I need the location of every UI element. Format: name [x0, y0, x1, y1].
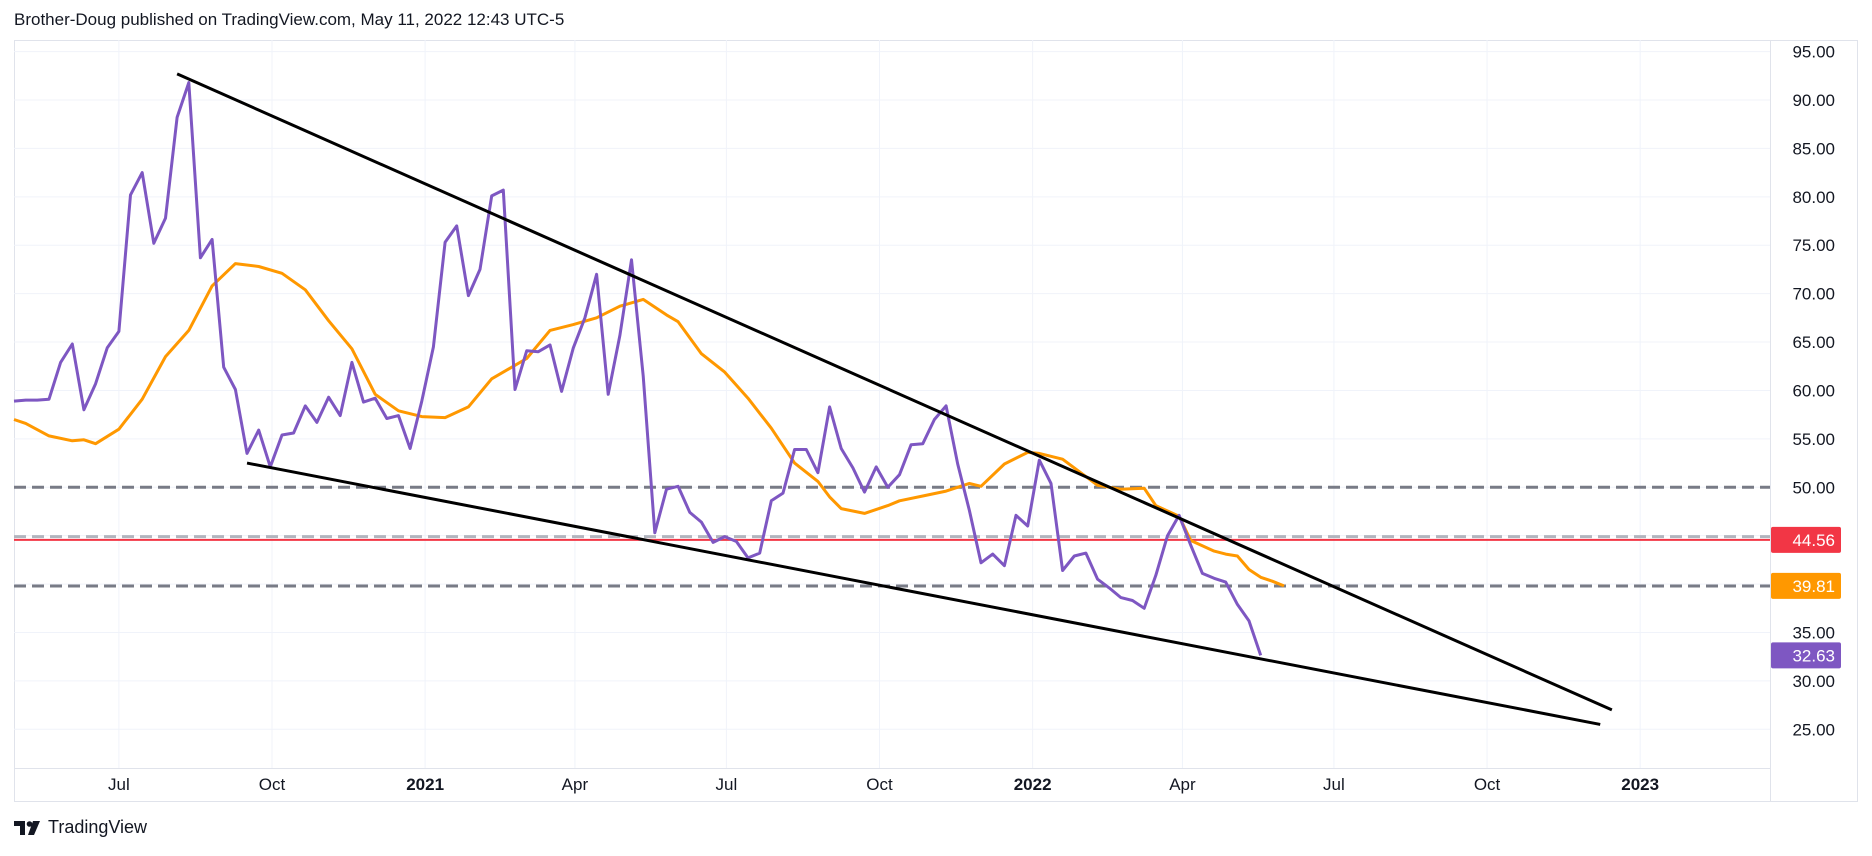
price-label-text: 39.81 — [1792, 577, 1835, 596]
lower-trendline[interactable] — [246, 461, 1601, 726]
y-tick-label: 75.00 — [1792, 236, 1835, 255]
x-axis[interactable]: Jul Oct 2021 Apr Jul Oct 2022 Apr Jul Oct 2023 — [108, 775, 1659, 794]
price-line[interactable] — [13, 81, 1263, 656]
price-label-44.56: 44.56 — [1771, 526, 1841, 553]
published-caption: Brother-Doug published on TradingView.co… — [14, 10, 565, 29]
x-tick-label: Oct — [866, 775, 893, 794]
x-tick-label: Oct — [259, 775, 286, 794]
grid — [14, 40, 1770, 768]
y-tick-label: 85.00 — [1792, 139, 1835, 158]
x-tick-label: 2021 — [406, 775, 444, 794]
tradingview-logo-icon — [14, 820, 40, 835]
brand-label: TradingView — [48, 817, 148, 837]
price-label-box — [1771, 642, 1841, 669]
moving-average-line[interactable] — [13, 262, 1285, 588]
price-label-box — [1771, 526, 1841, 553]
price-label-39.81: 39.81 — [1771, 572, 1841, 599]
price-label-box — [1771, 572, 1841, 599]
x-tick-label: Apr — [1169, 775, 1196, 794]
y-tick-label: 65.00 — [1792, 333, 1835, 352]
x-tick-label: Apr — [562, 775, 589, 794]
y-tick-label: 90.00 — [1792, 91, 1835, 110]
x-tick-label: Jul — [716, 775, 738, 794]
y-tick-label: 60.00 — [1792, 381, 1835, 400]
upper-trendline[interactable] — [176, 72, 1613, 712]
y-tick-label: 80.00 — [1792, 188, 1835, 207]
horizontal-levels — [14, 485, 1770, 588]
y-tick-label: 35.00 — [1792, 623, 1835, 642]
y-tick-label: 70.00 — [1792, 285, 1835, 304]
y-tick-label: 50.00 — [1792, 478, 1835, 497]
chart-frame — [14, 40, 1858, 802]
y-tick-label: 25.00 — [1792, 720, 1835, 739]
y-tick-label: 95.00 — [1792, 43, 1835, 62]
y-axis[interactable]: 95.00 90.00 85.00 80.00 75.00 70.00 65.00 60.00… — [1792, 43, 1835, 740]
x-tick-label: Jul — [108, 775, 130, 794]
price-label-text: 44.56 — [1792, 531, 1835, 550]
x-tick-label: 2022 — [1014, 775, 1052, 794]
y-tick-label: 55.00 — [1792, 430, 1835, 449]
x-tick-label: Jul — [1323, 775, 1345, 794]
footer: TradingView — [14, 817, 147, 838]
price-labels: 44.56 39.81 32.63 — [1771, 526, 1841, 669]
price-label-32.63: 32.63 — [1771, 642, 1841, 669]
y-tick-label: 30.00 — [1792, 672, 1835, 691]
trendlines[interactable] — [176, 72, 1613, 726]
x-tick-label: Oct — [1474, 775, 1501, 794]
series-layer — [13, 81, 1285, 656]
x-tick-label: 2023 — [1621, 775, 1659, 794]
price-label-text: 32.63 — [1792, 646, 1835, 665]
